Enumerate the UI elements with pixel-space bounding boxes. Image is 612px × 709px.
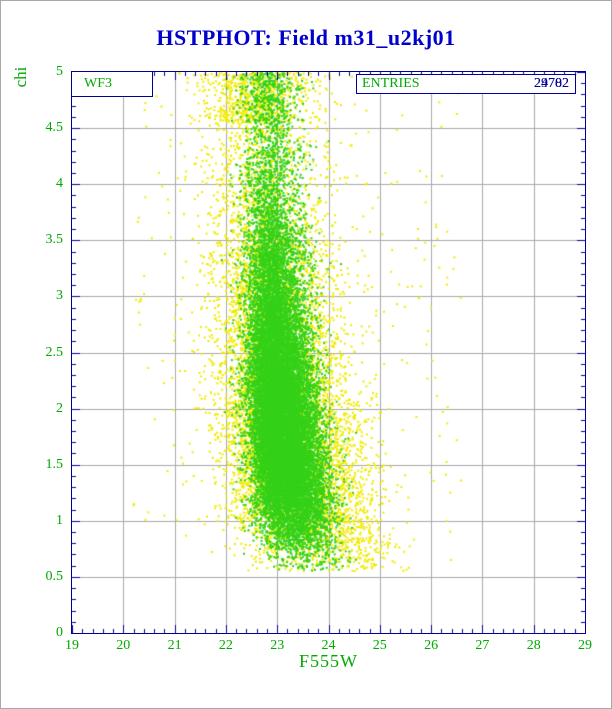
y-tick-label: 4	[56, 176, 63, 192]
x-tick-label: 27	[475, 638, 490, 653]
entries-value: 29782	[534, 76, 569, 91]
x-axis-label: F555W	[299, 651, 358, 671]
entries-label: ENTRIES	[362, 76, 420, 91]
x-tick-label: 29	[578, 638, 592, 653]
x-tick-label: 23	[270, 638, 285, 653]
y-tick-label: 0	[56, 625, 63, 640]
y-tick-label: 0.5	[45, 568, 64, 584]
x-tick-label: 22	[218, 638, 233, 653]
figure-title: HSTPHOT: Field m31_u2kj01	[156, 25, 456, 50]
y-tick-label: 2.5	[45, 344, 64, 360]
y-tick-label: 3	[56, 288, 63, 304]
entries-box: ENTRIES 29782 24702	[356, 74, 576, 94]
x-tick-labels: 19 20 21 22 23 24 25 26 27 28 29	[65, 638, 592, 654]
x-tick-label: 28	[526, 638, 541, 653]
entries-value-overlay: 24702	[534, 76, 569, 91]
x-tick-label: 21	[167, 638, 182, 653]
y-tick-label: 5	[56, 64, 63, 79]
y-tick-label: 4.5	[45, 120, 64, 136]
y-tick-label: 3.5	[45, 232, 64, 248]
x-tick-label: 19	[65, 638, 79, 653]
scatter-canvas	[72, 72, 585, 633]
chip-label-box: WF3	[72, 72, 153, 97]
chip-label: WF3	[84, 76, 112, 91]
y-tick-labels: 0 0.5 1 1.5 2 2.5 3 3.5 4 4.5 5	[1, 64, 64, 640]
y-tick-label: 1.5	[45, 456, 64, 472]
x-tick-label: 20	[116, 638, 131, 653]
x-tick-label: 24	[321, 638, 336, 653]
y-tick-label: 2	[56, 400, 63, 416]
x-tick-label: 26	[424, 638, 439, 653]
plot-area: WF3 ENTRIES 29782 24702	[71, 71, 586, 634]
y-tick-label: 1	[56, 512, 63, 528]
x-tick-label: 25	[372, 638, 387, 653]
